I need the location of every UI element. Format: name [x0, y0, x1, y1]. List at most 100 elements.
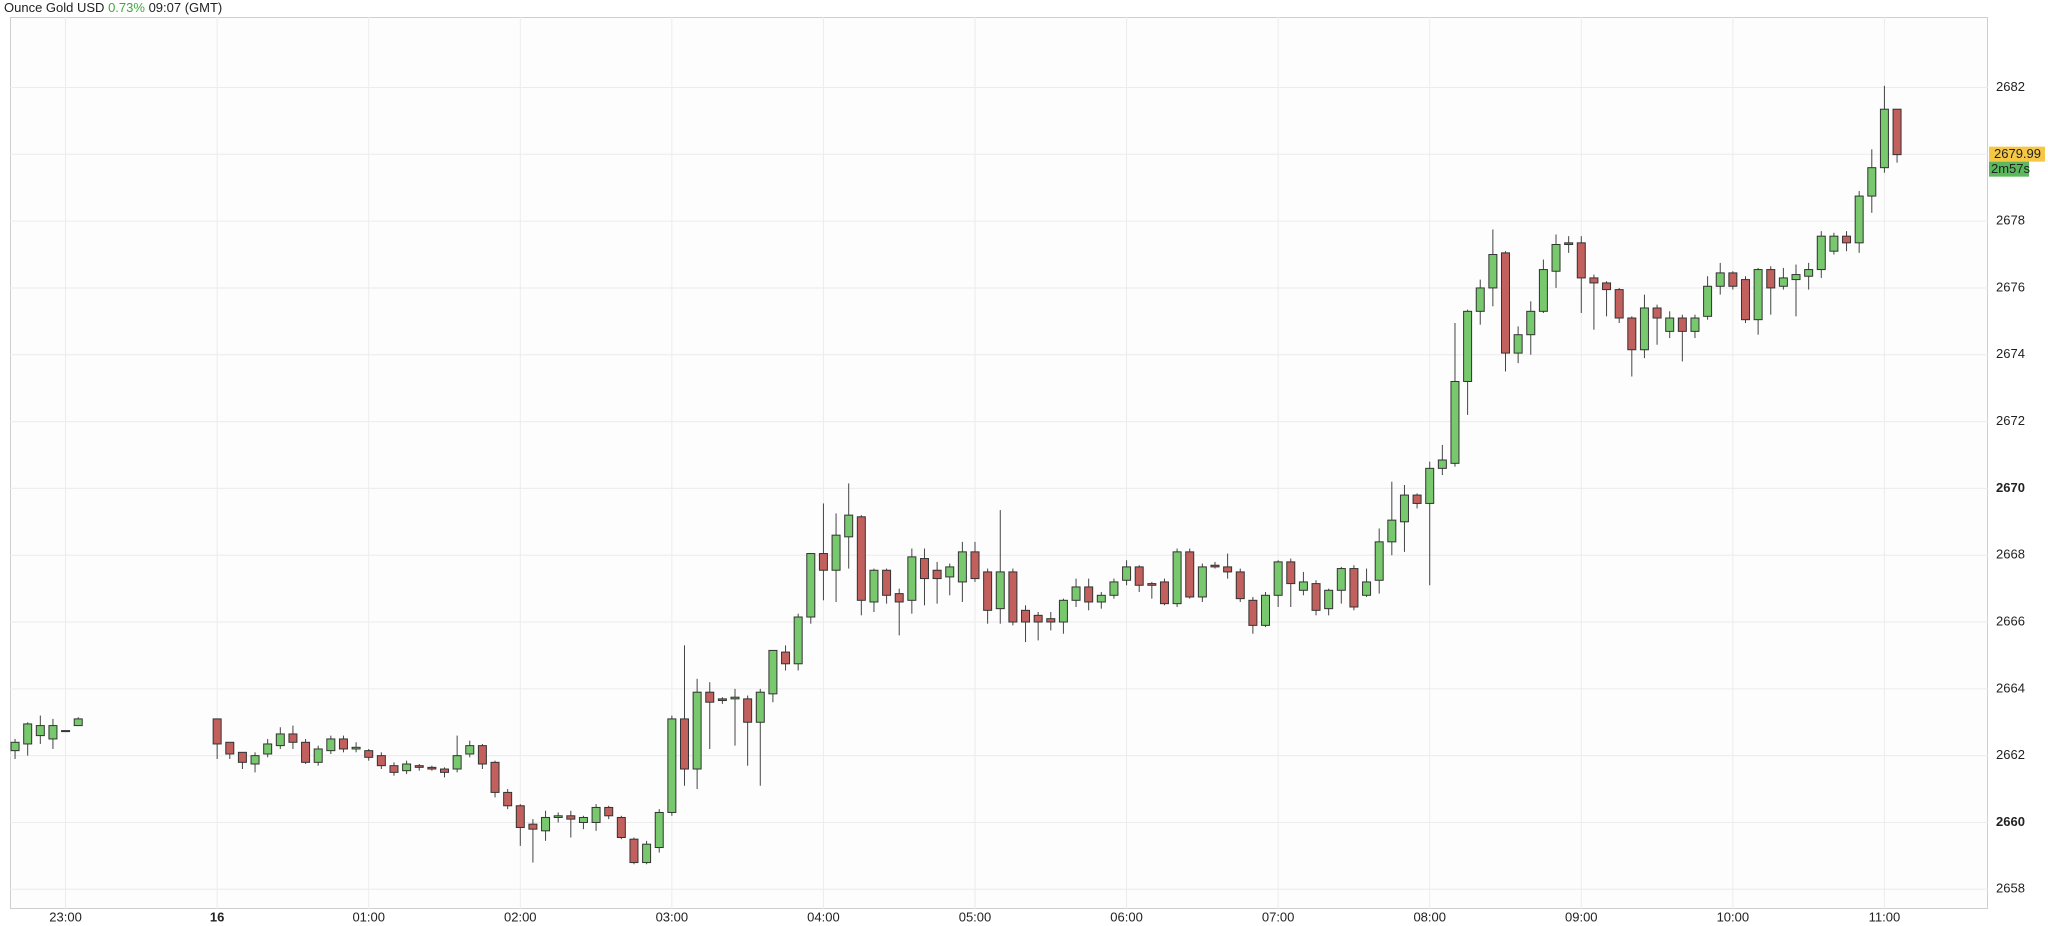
candle-body [894, 593, 904, 603]
candle-body [717, 698, 727, 702]
candle-body [616, 816, 626, 839]
candle-body [225, 741, 235, 755]
candle-body [743, 698, 753, 723]
candle-body [1349, 568, 1359, 608]
countdown-tag [1989, 161, 2029, 177]
candle-body [1311, 583, 1321, 611]
candle-body [604, 806, 614, 817]
candle-body [1437, 459, 1447, 469]
candle-body [705, 691, 715, 703]
candle-body [642, 843, 652, 864]
candle-body [237, 751, 247, 763]
candle-body [1046, 618, 1056, 623]
candle-body [844, 514, 854, 538]
y-tick-label: 2660 [1996, 814, 2025, 829]
candle-body [452, 755, 462, 770]
candle-body [376, 755, 386, 767]
candle-body [1627, 317, 1637, 351]
x-tick-label: 16 [210, 909, 224, 924]
x-tick-label: 11:00 [1869, 909, 1901, 924]
candle-body [301, 741, 311, 763]
candle-body [818, 553, 828, 571]
y-tick-label: 2676 [1996, 279, 2025, 294]
candle-body [1286, 561, 1296, 585]
candle-body [61, 730, 71, 733]
candle-body [1677, 317, 1687, 332]
candle-body [768, 649, 778, 695]
candle-body [313, 748, 323, 763]
x-tick-label: 23:00 [49, 909, 82, 924]
candle-body [1147, 583, 1157, 586]
x-tick-label: 05:00 [959, 909, 992, 924]
candle-body [10, 741, 20, 752]
candle-body [1071, 586, 1081, 601]
candle-body [1463, 310, 1473, 382]
candle-body [1122, 566, 1132, 581]
x-tick-label: 06:00 [1110, 909, 1143, 924]
candle-body [629, 838, 639, 864]
candle-body [932, 569, 942, 580]
candle-body [1450, 380, 1460, 464]
candle-body [667, 718, 677, 813]
candle-body [1867, 167, 1877, 197]
candle-body [1740, 279, 1750, 321]
candle-body [957, 551, 967, 583]
candle-body [212, 718, 222, 745]
x-tick-label: 01:00 [352, 909, 385, 924]
candle-body [1210, 564, 1220, 568]
candle-body [364, 750, 374, 758]
candle-body [907, 556, 917, 601]
candle-body [793, 616, 803, 665]
candle-body [755, 691, 765, 723]
candle-body [490, 761, 500, 793]
candle-body [1096, 594, 1106, 603]
candle-body [566, 815, 576, 820]
y-tick-label: 2664 [1996, 680, 2025, 695]
candle-body [351, 746, 361, 750]
y-tick-label: 2670 [1996, 480, 2025, 495]
candle-body [1387, 519, 1397, 543]
candle-body [1374, 541, 1384, 581]
candle-body [515, 805, 525, 828]
x-tick-label: 10:00 [1717, 909, 1750, 924]
candle-body [1879, 108, 1889, 169]
candle-body [1526, 310, 1536, 336]
x-tick-label: 02:00 [504, 909, 537, 924]
candle-body [1602, 282, 1612, 291]
y-tick-label: 2666 [1996, 613, 2025, 628]
candle-body [389, 765, 399, 773]
y-tick-label: 2668 [1996, 547, 2025, 562]
candle-body [1665, 317, 1675, 332]
candle-body [1235, 571, 1245, 600]
candle-body [1021, 609, 1031, 623]
candle-body [1690, 317, 1700, 332]
y-tick-label: 2672 [1996, 413, 2025, 428]
countdown-label: 2m57s [1991, 161, 2031, 176]
candle-body [48, 725, 58, 740]
candle-body [250, 755, 260, 765]
candle-body [1425, 467, 1435, 504]
price-tag-label: 2679.99 [1994, 146, 2041, 161]
x-tick-label: 03:00 [656, 909, 689, 924]
y-tick-label: 2674 [1996, 346, 2025, 361]
candle-body [73, 718, 83, 727]
candle-body [1854, 195, 1864, 244]
candle-body [1185, 551, 1195, 598]
candle-body [503, 791, 513, 807]
candle-body [1336, 568, 1346, 591]
candle-body [1728, 272, 1738, 287]
candle-body [692, 691, 702, 770]
candle-body [1538, 269, 1548, 312]
candle-body [1703, 285, 1713, 317]
candle-body [427, 766, 437, 770]
candle-body [1589, 277, 1599, 284]
candle-body [869, 569, 879, 603]
candle-body [919, 558, 929, 580]
candle-body [1614, 289, 1624, 319]
candle-body [1273, 561, 1283, 596]
header: Ounce Gold USD 0.73% 09:07 (GMT) [4, 0, 222, 16]
candle-body [1842, 235, 1852, 244]
candle-body [1816, 235, 1826, 271]
candle-body [1008, 571, 1018, 623]
